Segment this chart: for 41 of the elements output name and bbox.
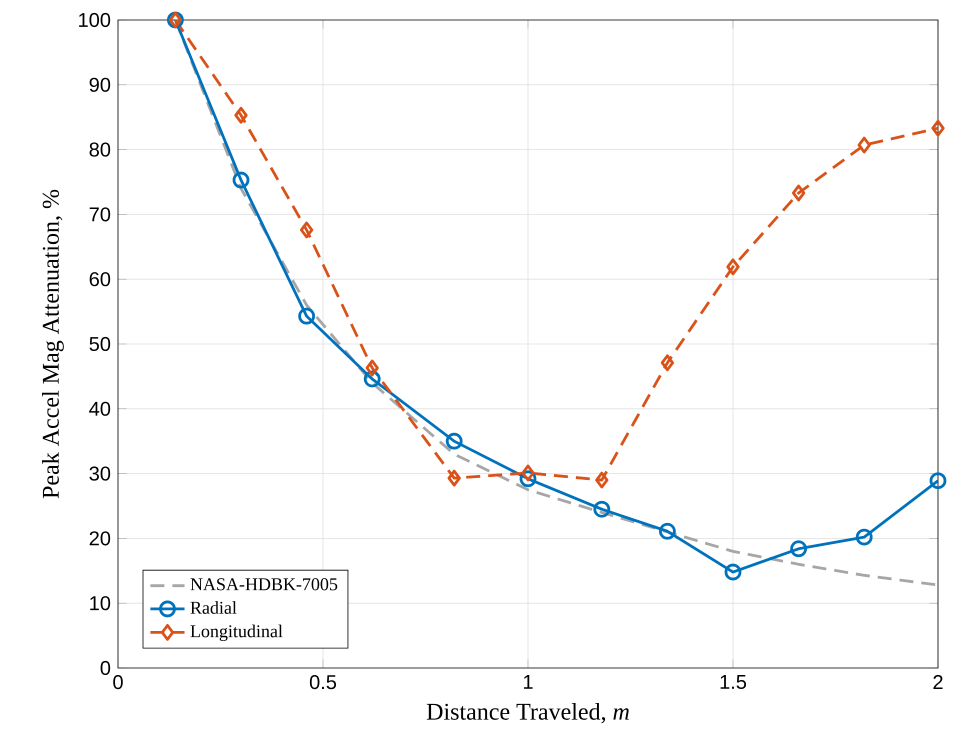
y-tick-label: 50 — [90, 336, 110, 352]
point — [660, 354, 674, 372]
point — [593, 500, 610, 518]
y-tick-label: 70 — [90, 207, 110, 222]
point — [658, 522, 676, 540]
point — [448, 470, 461, 487]
y-tick-label: 30 — [89, 466, 110, 481]
point — [232, 172, 250, 188]
point — [931, 120, 945, 137]
point — [300, 222, 314, 238]
point — [726, 258, 740, 276]
y-tick-label: 20 — [90, 531, 110, 546]
point — [790, 540, 807, 558]
legend-label: NASA-HDBK-7005 — [190, 578, 338, 590]
y-tick-label: 100 — [79, 12, 110, 28]
point — [595, 472, 608, 488]
y-tick-label: 40 — [89, 402, 110, 416]
x-tick-label: 0 — [113, 675, 123, 690]
legend-label: Longitudinal — [190, 624, 283, 642]
point — [792, 184, 806, 202]
point — [724, 564, 742, 580]
point — [856, 528, 873, 546]
y-tick-label: 0 — [100, 660, 110, 676]
point — [930, 472, 946, 490]
point — [234, 106, 248, 124]
point — [858, 136, 871, 154]
x-tick-label: 1 — [524, 675, 533, 689]
x-tick-label: 1.5 — [720, 675, 746, 689]
x-axis-title: Distance Traveled, m — [426, 702, 629, 724]
x-tick-label: 2 — [933, 675, 943, 690]
point — [446, 432, 463, 450]
y-tick-label: 80 — [90, 142, 110, 157]
point — [298, 308, 315, 325]
legend-label: Radial — [190, 601, 237, 614]
y-tick-label: 60 — [90, 272, 110, 286]
point — [521, 464, 535, 482]
x-tick-label: 0.5 — [310, 675, 336, 690]
y-tick-label: 10 — [90, 596, 110, 610]
y-tick-label: 90 — [90, 78, 110, 92]
point — [366, 360, 379, 376]
y-axis-title: Peak Accel Mag Attenuation, % — [42, 190, 64, 498]
